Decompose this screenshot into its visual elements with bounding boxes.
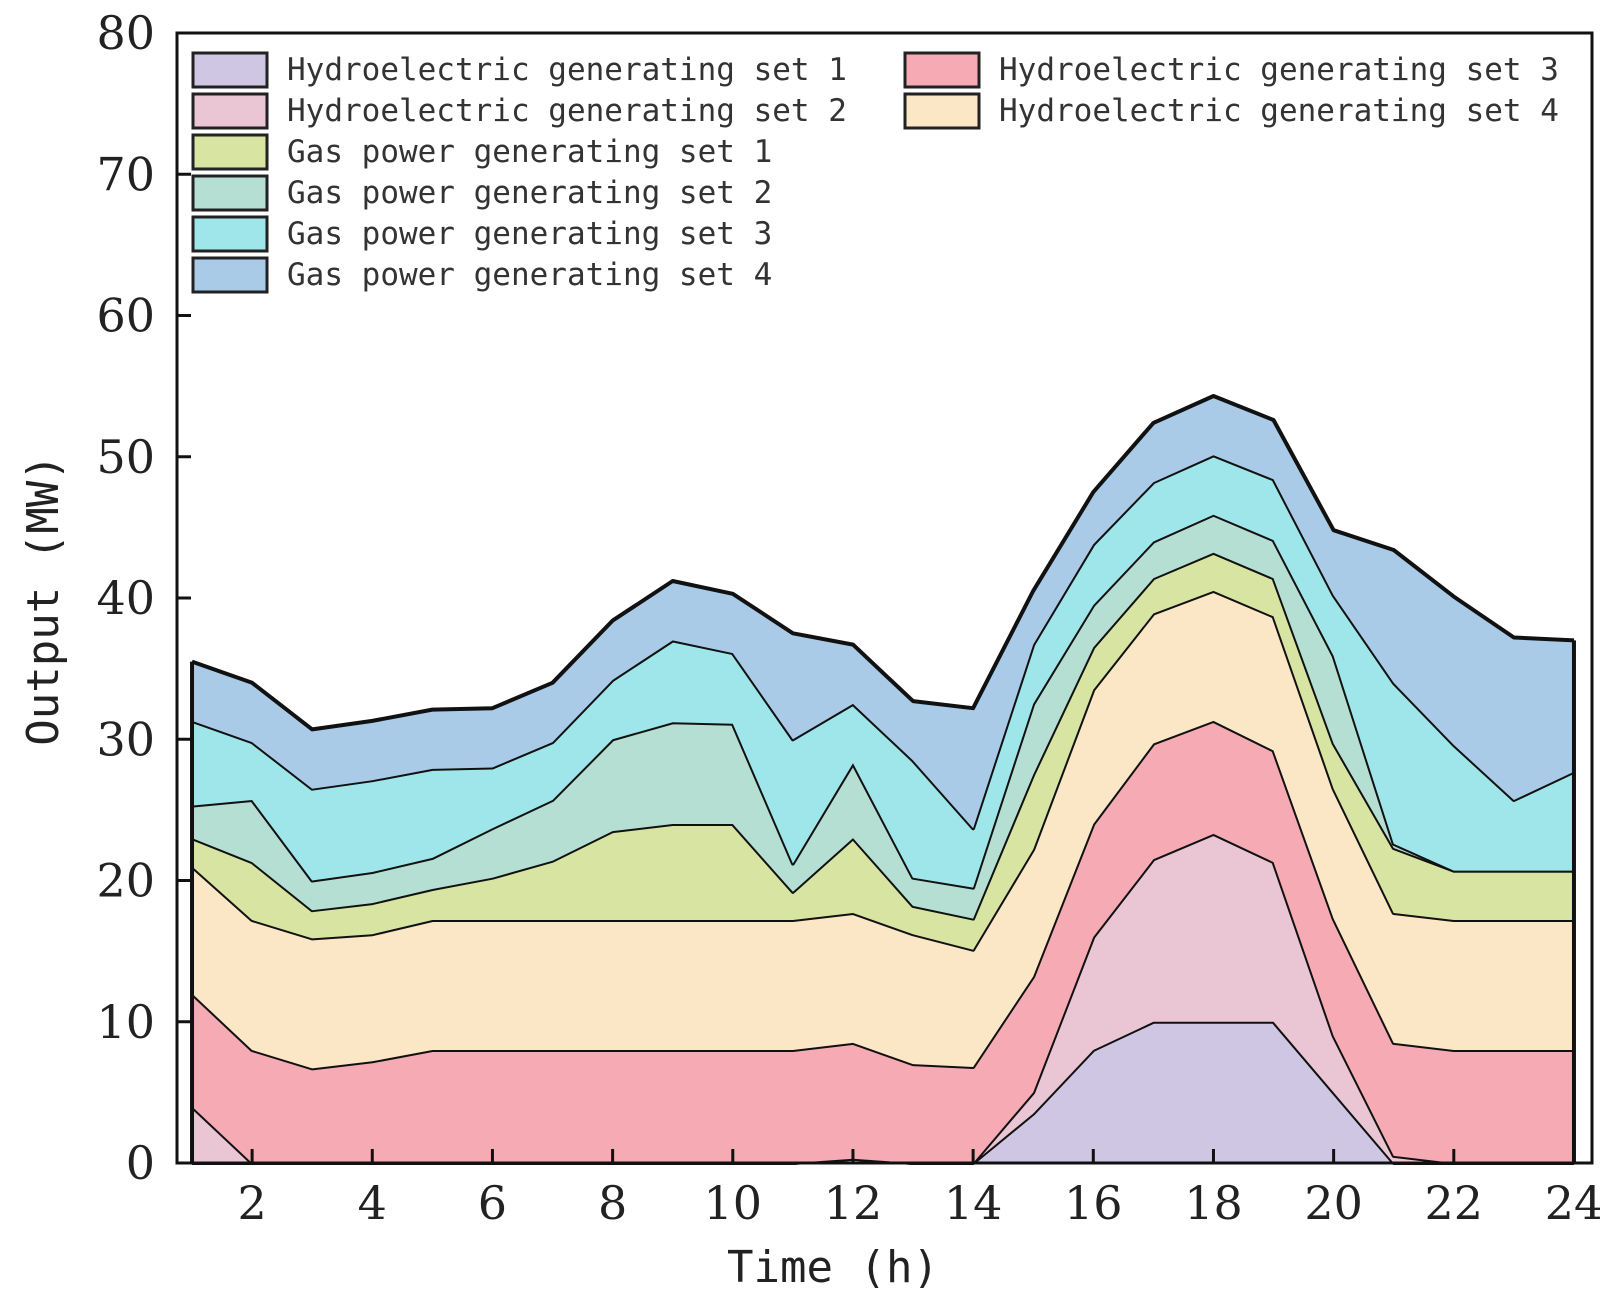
x-tick-label: 24 <box>1545 1176 1600 1230</box>
x-tick-label: 16 <box>1064 1176 1123 1230</box>
y-tick-label: 70 <box>96 147 155 201</box>
legend-label-7: Gas power generating set 3 <box>287 216 772 252</box>
legend-label-4: Hydroelectric generating set 4 <box>999 93 1559 129</box>
legend-swatch-1 <box>191 51 269 89</box>
legend-label-6: Gas power generating set 2 <box>287 175 772 211</box>
legend-swatch-7 <box>191 215 269 253</box>
area-series-2 <box>192 833 1574 1163</box>
area-series-7 <box>192 455 1574 888</box>
x-axis-title: Time (h) <box>727 1242 939 1293</box>
x-tick-label: 6 <box>478 1176 507 1230</box>
y-tick-label: 0 <box>126 1136 155 1190</box>
x-tick-label: 2 <box>237 1176 266 1230</box>
y-tick-label: 20 <box>96 854 155 908</box>
legend: Hydroelectric generating set 1 Hydroelect… <box>191 51 1559 294</box>
area-series-6 <box>192 514 1574 919</box>
legend-swatch-6 <box>191 174 269 212</box>
legend-label-5: Gas power generating set 1 <box>287 134 772 170</box>
x-axis-ticks: 2 4 6 8 10 12 14 16 18 20 22 24 <box>237 1149 1600 1230</box>
area-series-4 <box>192 590 1574 1069</box>
area-boundary-8 <box>191 394 1575 732</box>
area-series-8 <box>192 396 1574 829</box>
area-series-3 <box>192 720 1574 1163</box>
y-tick-label: 10 <box>96 995 155 1049</box>
legend-swatch-8 <box>191 256 269 294</box>
legend-label-1: Hydroelectric generating set 1 <box>287 52 847 88</box>
legend-swatch-4 <box>903 92 981 130</box>
x-tick-label: 10 <box>704 1176 763 1230</box>
y-tick-label: 80 <box>96 6 155 60</box>
x-tick-label: 20 <box>1304 1176 1363 1230</box>
x-tick-label: 12 <box>824 1176 883 1230</box>
y-tick-label: 40 <box>96 571 155 625</box>
areas-layer <box>190 394 1576 1165</box>
legend-label-3: Hydroelectric generating set 3 <box>999 52 1559 88</box>
y-tick-label: 50 <box>96 430 155 484</box>
legend-swatch-3 <box>903 51 981 89</box>
legend-label-2: Hydroelectric generating set 2 <box>287 93 847 129</box>
x-tick-label: 14 <box>944 1176 1003 1230</box>
area-series-1 <box>192 1021 1574 1163</box>
legend-label-8: Gas power generating set 4 <box>287 257 772 293</box>
y-tick-label: 60 <box>96 289 155 343</box>
legend-swatch-5 <box>191 133 269 171</box>
x-tick-label: 22 <box>1425 1176 1484 1230</box>
x-tick-label: 8 <box>598 1176 627 1230</box>
y-tick-label: 30 <box>96 712 155 766</box>
y-axis-title: Output (MW) <box>18 454 69 745</box>
legend-swatch-2 <box>191 92 269 130</box>
x-tick-label: 4 <box>358 1176 387 1230</box>
x-tick-label: 18 <box>1184 1176 1243 1230</box>
y-axis-ticks: 0 10 20 30 40 50 60 70 80 <box>96 6 191 1190</box>
